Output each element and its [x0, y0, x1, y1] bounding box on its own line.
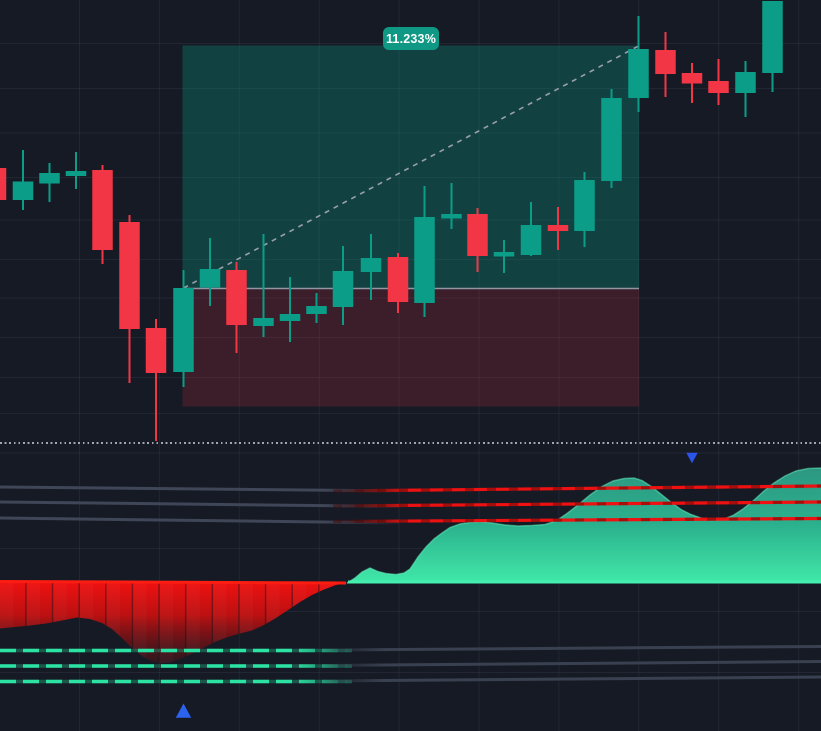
candle-body — [145, 328, 167, 373]
candle-body — [226, 270, 247, 325]
price-range-value: 11.233% — [385, 31, 437, 46]
candle-body — [628, 49, 649, 98]
price-range-tool[interactable] — [182, 45, 640, 407]
candle-body — [0, 168, 7, 200]
candle — [708, 59, 729, 105]
lower-ribbon-gray-line — [321, 645, 821, 652]
candle — [173, 270, 194, 387]
candle — [279, 277, 301, 342]
candle — [574, 172, 595, 247]
candle — [145, 319, 167, 441]
lower-ribbon-gray-line — [321, 675, 821, 683]
signal-triangle-up — [175, 703, 192, 718]
upper-ribbon-red-line — [332, 484, 821, 493]
candle-body — [735, 72, 756, 93]
candle-body — [708, 81, 729, 93]
upper-ribbon-red-line — [332, 500, 821, 508]
lower-ribbon-gray-line — [321, 660, 821, 667]
ribbon-layer — [0, 484, 821, 684]
candle — [655, 32, 676, 97]
candle-body — [173, 288, 194, 372]
pane-separator[interactable] — [0, 441, 821, 444]
candle-body — [360, 258, 382, 272]
candle — [681, 63, 703, 103]
candle-body — [574, 180, 595, 231]
candle — [387, 253, 409, 313]
candle-body — [520, 225, 542, 255]
candle — [92, 165, 113, 264]
candle — [520, 202, 542, 256]
candle — [226, 262, 247, 353]
candle — [306, 293, 327, 323]
candle — [493, 240, 515, 273]
candle-body — [119, 222, 140, 329]
candle-body — [279, 314, 301, 321]
candle — [467, 208, 488, 272]
candle-body — [467, 214, 488, 256]
candle-body — [12, 181, 34, 200]
upper-ribbon-red-line — [332, 516, 821, 524]
signal-triangle-down — [686, 452, 698, 464]
candle — [762, 1, 783, 92]
candles-layer — [0, 1, 783, 441]
candle-body — [253, 318, 274, 326]
upper-ribbon-red-dash-overlay — [332, 516, 821, 524]
candle-body — [387, 257, 409, 302]
candle — [441, 183, 462, 229]
candle-body — [199, 269, 221, 288]
candle — [332, 246, 354, 325]
momentum-layer — [0, 467, 821, 664]
candle — [414, 186, 435, 317]
candle — [601, 89, 622, 188]
red-band-overlay — [0, 581, 347, 664]
candle-body — [655, 50, 676, 74]
candle — [547, 207, 569, 250]
red-zero-strip — [0, 580, 347, 585]
candle-body — [493, 252, 515, 257]
candle-body — [39, 173, 60, 184]
measure-box-lower[interactable] — [182, 288, 640, 407]
candle — [735, 61, 756, 117]
measure-box-upper[interactable] — [182, 45, 640, 289]
candle-body — [332, 271, 354, 307]
candle — [119, 215, 140, 383]
candle-body — [681, 73, 703, 84]
candle-body — [92, 170, 113, 250]
candle-body — [65, 171, 87, 176]
candle-body — [414, 217, 435, 303]
candle — [628, 16, 649, 112]
candle-body — [306, 306, 327, 314]
candle — [360, 234, 382, 300]
candle — [253, 234, 274, 337]
candle — [65, 152, 87, 189]
candle-body — [547, 225, 569, 231]
candle — [0, 168, 7, 200]
price-range-label[interactable]: 11.233% — [383, 27, 439, 50]
candle — [39, 163, 60, 202]
upper-ribbon-red-dash-overlay — [332, 500, 821, 508]
candle-body — [601, 98, 622, 181]
candle — [12, 150, 34, 210]
green-contour-line — [346, 467, 821, 584]
candle-body — [762, 1, 783, 73]
upper-ribbon-red-dash-overlay — [332, 484, 821, 493]
candle — [199, 238, 221, 306]
candle-body — [441, 214, 462, 219]
